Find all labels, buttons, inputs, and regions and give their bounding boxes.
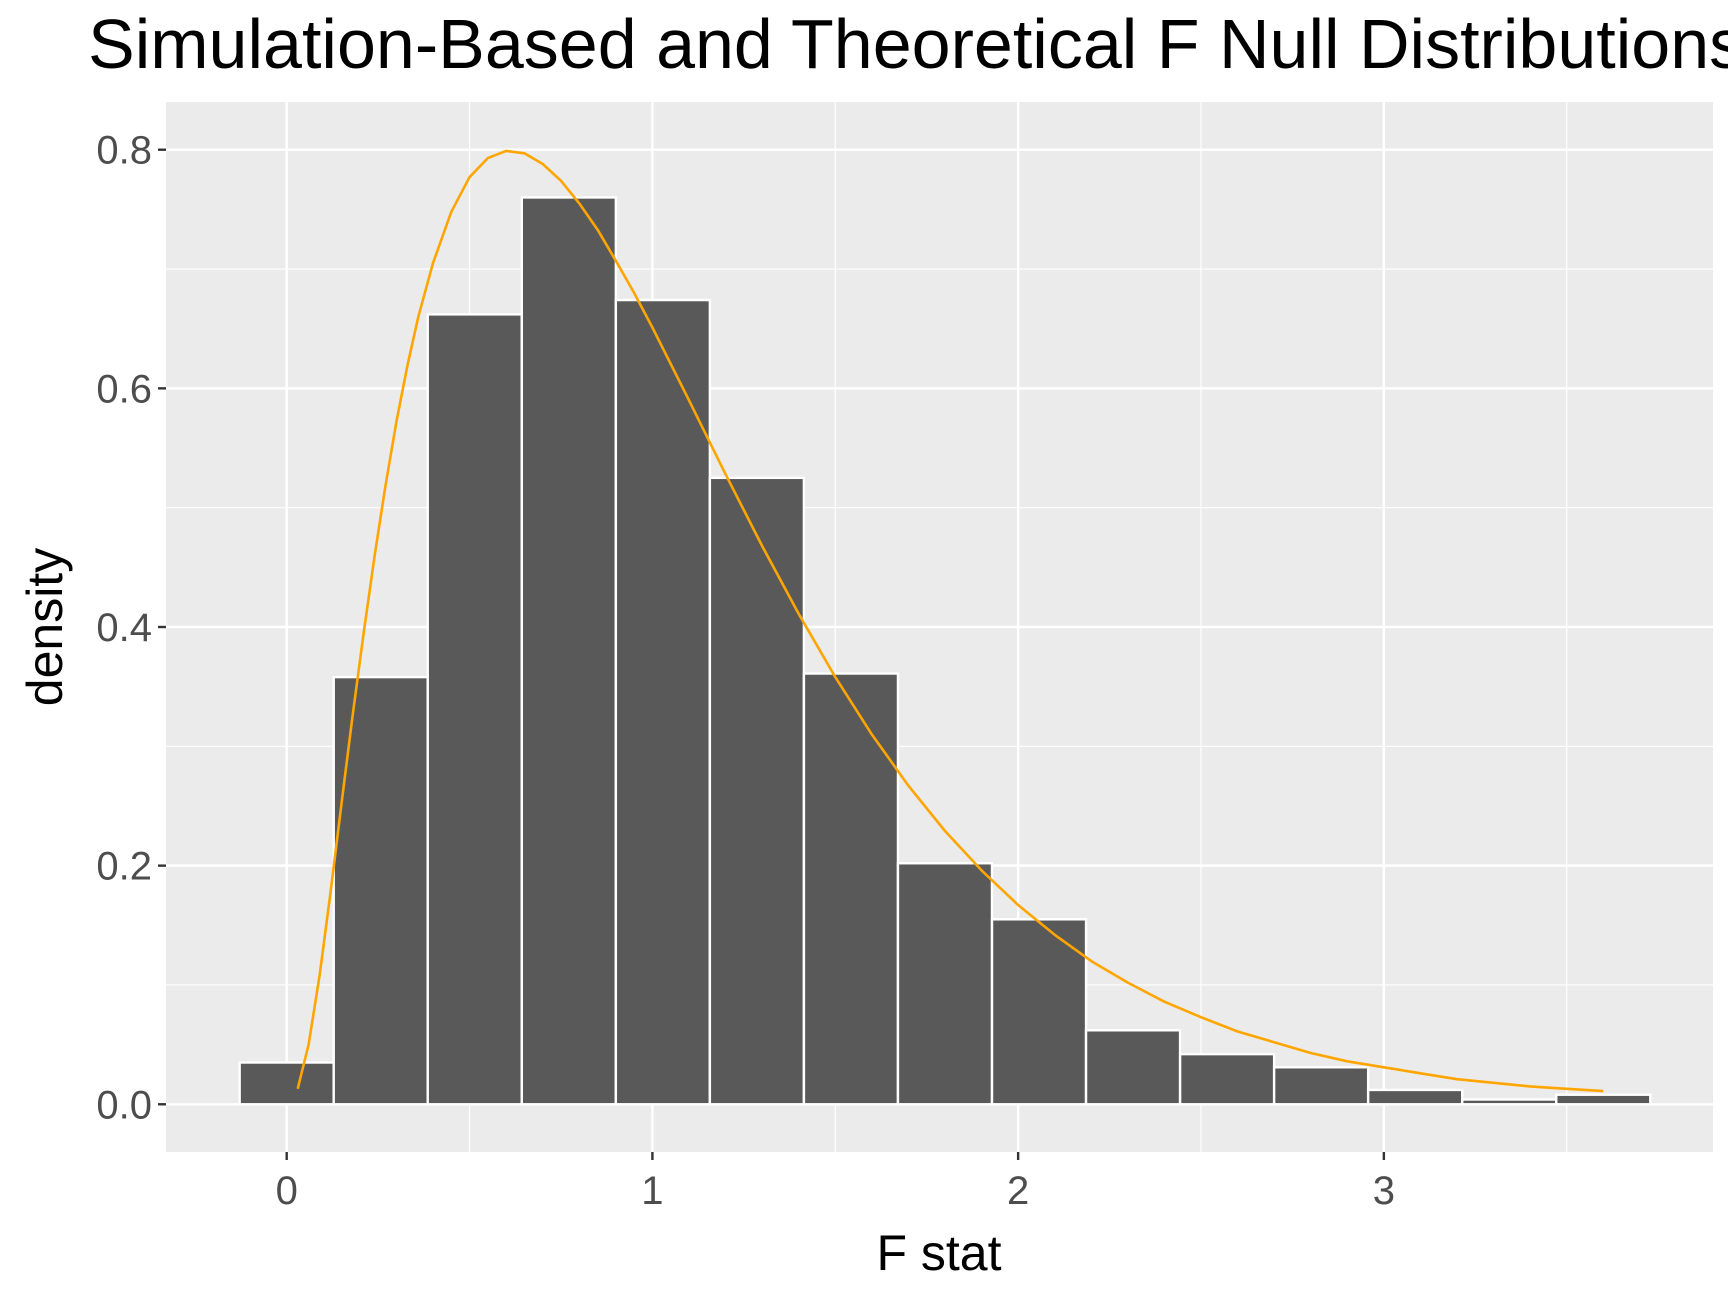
histogram-bar — [1555, 1093, 1652, 1106]
y-tick-label: 0.4 — [96, 606, 152, 650]
y-axis: 0.0 0.2 0.4 0.6 0.8 — [96, 129, 166, 1127]
histogram-bar — [802, 672, 900, 1106]
x-tick-label: 1 — [641, 1169, 663, 1213]
histogram-bar — [426, 313, 523, 1106]
histogram-bar — [1178, 1052, 1276, 1106]
x-axis: 0 1 2 3 — [276, 1152, 1395, 1213]
histogram-bar — [1084, 1029, 1182, 1106]
chart-title: Simulation-Based and Theoretical F Null … — [88, 5, 1728, 83]
y-tick-label: 0.0 — [96, 1083, 152, 1127]
histogram-bar — [708, 476, 806, 1106]
histogram-bar — [1272, 1066, 1370, 1106]
x-tick-label: 2 — [1007, 1169, 1029, 1213]
y-tick-label: 0.6 — [96, 367, 152, 411]
theoretical-density-curve — [296, 149, 1604, 1093]
density-line — [296, 149, 1604, 1093]
histogram-bar — [238, 1061, 335, 1106]
y-tick-label: 0.2 — [96, 845, 152, 889]
histogram-bar — [1366, 1088, 1464, 1106]
y-axis-title: density — [17, 548, 73, 706]
histogram-bar — [1461, 1098, 1558, 1106]
histogram-bar — [990, 918, 1088, 1106]
y-tick-label: 0.8 — [96, 129, 152, 173]
histogram-bar — [332, 675, 429, 1106]
histogram-bar — [520, 196, 618, 1106]
x-tick-label: 3 — [1373, 1169, 1395, 1213]
x-tick-label: 0 — [276, 1169, 298, 1213]
x-axis-title: F stat — [876, 1225, 1001, 1281]
histogram-bar — [896, 862, 994, 1106]
histogram-bar — [614, 298, 712, 1106]
